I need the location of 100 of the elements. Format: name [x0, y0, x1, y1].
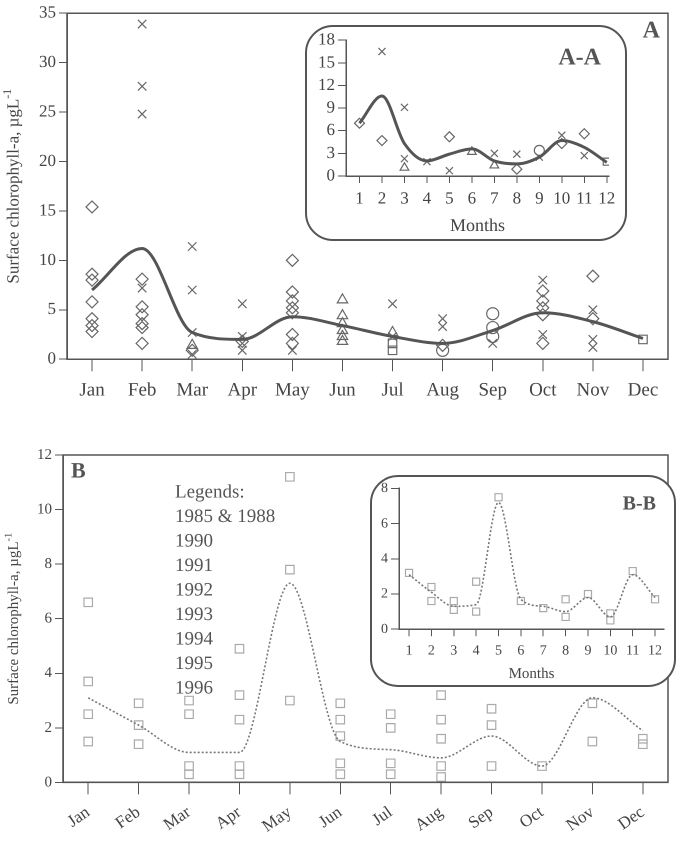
- point: [602, 158, 609, 166]
- x-tick-label: 3: [450, 643, 458, 658]
- annotation: Legends:: [175, 481, 245, 502]
- x-tick-label: Jan: [79, 380, 106, 401]
- y-tick-label: 8: [44, 556, 52, 572]
- x-tick-label: Nov: [562, 802, 598, 835]
- point: [650, 595, 660, 604]
- x-tick-label: 4: [472, 643, 480, 658]
- y-tick-label: 2: [44, 720, 52, 736]
- y-tick-label: 15: [318, 52, 335, 72]
- point: [400, 103, 409, 112]
- x-tick-label: 3: [400, 188, 409, 208]
- x-tick-label: Aug: [411, 802, 446, 835]
- x-tick-label: 7: [540, 643, 547, 658]
- point: [584, 590, 592, 598]
- point: [445, 166, 454, 175]
- point: [427, 582, 436, 592]
- chart-title: A-A: [558, 44, 602, 70]
- y-axis-title: Surface chlorophyll-a, µgL-1: [0, 88, 22, 284]
- y-tick-label: 3: [326, 142, 335, 162]
- x-tick-label: Sep: [478, 380, 507, 401]
- x-tick-label: Aug: [426, 380, 460, 401]
- x-tick-label: 11: [576, 188, 592, 208]
- y-tick-label: 25: [39, 102, 56, 121]
- y-tick-label: 6: [44, 610, 52, 627]
- point: [472, 578, 480, 586]
- point: [450, 596, 458, 606]
- y-tick-label: 20: [39, 150, 56, 170]
- x-tick-label: 12: [648, 643, 662, 658]
- point: [558, 131, 566, 140]
- x-tick-label: Mar: [160, 802, 194, 834]
- x-tick-label: Jul: [381, 380, 404, 401]
- point: [354, 118, 366, 129]
- point: [450, 606, 458, 614]
- y-tick-label: 18: [318, 30, 335, 49]
- point: [578, 128, 590, 140]
- point: [472, 607, 480, 616]
- annotation: 1990: [175, 530, 213, 552]
- x-tick-label: 10: [553, 188, 570, 208]
- annotation: 1996: [175, 677, 213, 698]
- x-tick-label: 5: [495, 643, 502, 658]
- annotation: 1994: [175, 628, 214, 650]
- x-tick-label: 9: [535, 188, 544, 208]
- x-tick-label: Apr: [228, 380, 258, 401]
- chart-title: B: [71, 458, 86, 483]
- x-tick-label: Dec: [628, 380, 658, 401]
- x-tick-label: 1: [355, 188, 364, 208]
- point: [606, 616, 614, 625]
- y-tick-label: 6: [326, 120, 335, 140]
- point: [376, 134, 388, 146]
- x-tick-label: 8: [562, 643, 570, 658]
- y-tick-label: 15: [39, 200, 56, 220]
- x-tick-label: May: [274, 380, 310, 401]
- x-tick-label: Nov: [576, 380, 610, 401]
- y-axis-title: Surface chlorophyll-a, µgL-1: [4, 532, 22, 705]
- x-tick-label: Mar: [176, 380, 209, 401]
- point: [516, 596, 526, 606]
- point: [628, 566, 637, 576]
- point: [580, 151, 588, 160]
- x-tick-label: 6: [517, 643, 524, 658]
- chart-title: B-B: [622, 492, 656, 515]
- x-tick-label: Feb: [112, 802, 144, 832]
- point: [561, 595, 570, 604]
- y-tick-label: 2: [381, 586, 388, 602]
- point: [490, 149, 498, 158]
- x-tick-label: 12: [598, 188, 616, 208]
- point: [534, 144, 545, 156]
- chart-title: A: [642, 17, 661, 44]
- x-tick-label: Jan: [64, 802, 94, 831]
- x-tick-label: May: [258, 802, 296, 836]
- y-tick-label: 12: [37, 446, 52, 463]
- point: [494, 493, 503, 502]
- x-tick-label: Jun: [314, 802, 346, 832]
- point: [512, 150, 521, 158]
- point: [444, 131, 455, 142]
- point: [404, 568, 414, 578]
- annotation: 1991: [175, 554, 213, 576]
- x-tick-label: 4: [422, 188, 432, 208]
- x-tick-label: 8: [512, 188, 522, 208]
- x-tick-label: 2: [428, 643, 435, 658]
- y-tick-label: 0: [44, 774, 52, 790]
- y-tick-label: 5: [48, 299, 56, 318]
- y-tick-label: 0: [381, 622, 388, 637]
- x-tick-label: 7: [490, 188, 500, 208]
- x-tick-label: Feb: [128, 380, 156, 401]
- y-tick-label: 12: [318, 74, 335, 94]
- x-tick-label: 5: [445, 188, 454, 208]
- annotation: 1992: [175, 579, 213, 600]
- x-tick-label: Oct: [529, 380, 558, 401]
- y-tick-label: 6: [381, 516, 388, 532]
- y-tick-label: 0: [326, 165, 335, 184]
- point: [539, 604, 548, 612]
- annotation: 1995: [175, 652, 213, 674]
- point: [561, 612, 570, 622]
- y-tick-label: 30: [39, 52, 56, 72]
- x-tick-label: 6: [468, 188, 476, 208]
- annotation: 1993: [175, 604, 213, 625]
- y-tick-label: 8: [381, 481, 388, 496]
- point: [427, 596, 436, 606]
- y-tick-label: 35: [39, 2, 56, 22]
